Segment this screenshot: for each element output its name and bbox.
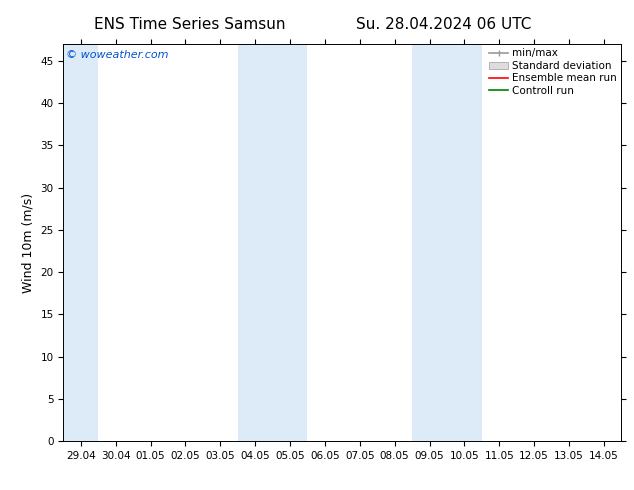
Text: ENS Time Series Samsun: ENS Time Series Samsun: [94, 17, 286, 32]
Bar: [63, 44, 98, 441]
Text: © woweather.com: © woweather.com: [66, 50, 169, 60]
Bar: [412, 44, 447, 441]
Text: Su. 28.04.2024 06 UTC: Su. 28.04.2024 06 UTC: [356, 17, 531, 32]
Bar: [447, 44, 482, 441]
Y-axis label: Wind 10m (m/s): Wind 10m (m/s): [22, 193, 35, 293]
Bar: [238, 44, 307, 441]
Legend: min/max, Standard deviation, Ensemble mean run, Controll run: min/max, Standard deviation, Ensemble me…: [488, 46, 619, 98]
